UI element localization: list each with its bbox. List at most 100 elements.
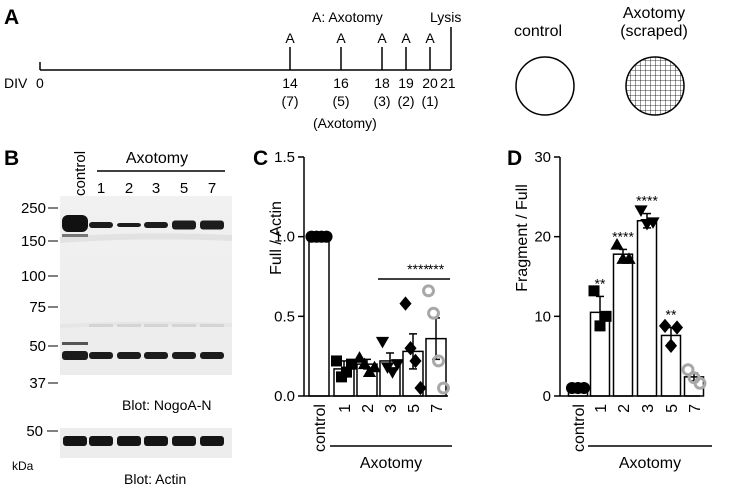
y-tick-label: 10 bbox=[534, 308, 551, 325]
category-label: 7 bbox=[687, 404, 704, 413]
fragment-band bbox=[117, 352, 141, 359]
category-label: 3 bbox=[640, 404, 657, 413]
significance-label: ** bbox=[666, 306, 677, 322]
category-label: 1 bbox=[337, 404, 354, 413]
category-label: 1 bbox=[593, 404, 610, 413]
axotomy-marker: A bbox=[336, 30, 346, 46]
faint-band bbox=[144, 324, 168, 327]
panel-label-a: A bbox=[4, 6, 19, 29]
actin-band bbox=[89, 436, 113, 446]
data-point bbox=[693, 376, 707, 390]
data-point bbox=[352, 351, 367, 363]
lane-label: 5 bbox=[180, 180, 188, 197]
data-point bbox=[404, 341, 417, 356]
control-band-trail bbox=[62, 234, 88, 237]
actin-band bbox=[200, 436, 224, 446]
axotomy-legend: A: Axotomy bbox=[312, 9, 383, 25]
category-label: 5 bbox=[664, 404, 681, 413]
axotomy-note: (Axotomy) bbox=[313, 115, 377, 131]
fragment-band bbox=[172, 352, 196, 359]
data-point bbox=[320, 230, 333, 243]
panel-c: C Full / Actin 0.0 0.5 1.0 1.5 control 1 2 3 5 7 A… bbox=[253, 147, 452, 472]
mw-marker: 75 bbox=[29, 299, 46, 316]
full-band bbox=[89, 222, 113, 228]
panel-d: D Fragment / Full 0 10 20 30 control 1 2 3 5 7 Axo… bbox=[507, 147, 712, 472]
actin-mw-marker: 50 bbox=[26, 423, 43, 440]
full-band bbox=[200, 220, 224, 230]
mw-marker: 37 bbox=[29, 375, 46, 392]
blot-axotomy-label: Axotomy bbox=[126, 150, 188, 167]
full-band bbox=[172, 220, 196, 230]
blot1-label: Blot: NogoA-N bbox=[122, 397, 211, 413]
fragment-band bbox=[200, 352, 224, 359]
significance-label: ** bbox=[595, 275, 606, 291]
data-point bbox=[634, 205, 648, 217]
timepoint-duration: (1) bbox=[421, 93, 438, 109]
category-label: control bbox=[571, 404, 588, 452]
data-point bbox=[414, 380, 427, 396]
full-band bbox=[117, 223, 141, 227]
data-point bbox=[341, 366, 352, 378]
control-fragment-band-upper bbox=[62, 342, 88, 345]
data-point bbox=[664, 338, 678, 353]
lysis-label: Lysis bbox=[430, 9, 461, 25]
blot-control-label: control bbox=[72, 151, 89, 196]
y-tick-label: 30 bbox=[534, 149, 551, 166]
y-tick-label: 0 bbox=[543, 388, 551, 405]
bar bbox=[308, 235, 330, 397]
data-point bbox=[357, 357, 372, 370]
y-tick-label: 0.5 bbox=[274, 308, 295, 325]
data-point bbox=[399, 296, 412, 311]
data-point bbox=[594, 320, 606, 332]
nogo-blot bbox=[59, 196, 233, 375]
mw-marker: 50 bbox=[29, 338, 46, 355]
group-label: Axotomy bbox=[360, 455, 422, 472]
axotomy-marker: A bbox=[285, 30, 295, 46]
actin-band bbox=[117, 436, 141, 446]
data-point bbox=[588, 285, 600, 297]
timepoint-group: A 14 (7) A 16 (5) A 18 (3) A 19 (2) A 20 (1) bbox=[281, 30, 438, 109]
data-point bbox=[422, 284, 435, 298]
data-point bbox=[390, 359, 405, 371]
scraped-dish-label-1: Axotomy bbox=[623, 5, 685, 22]
div-label: DIV bbox=[4, 75, 28, 91]
panel-label-b: B bbox=[4, 147, 19, 170]
panel-label-c: C bbox=[253, 147, 268, 170]
scraped-dish bbox=[625, 56, 685, 116]
data-point bbox=[610, 238, 624, 250]
y-tick-label: 0.0 bbox=[274, 388, 295, 405]
category-label: 5 bbox=[406, 404, 423, 413]
control-full-band bbox=[62, 215, 88, 232]
category-label: 3 bbox=[383, 404, 400, 413]
day-0-label: 0 bbox=[36, 75, 44, 91]
mw-marker: 100 bbox=[21, 268, 46, 285]
data-point bbox=[622, 252, 636, 264]
timepoint-day: 14 bbox=[282, 75, 298, 91]
category-label: 2 bbox=[360, 404, 377, 413]
significance-label: **** bbox=[612, 228, 634, 244]
lane-label: 7 bbox=[208, 180, 216, 197]
y-tick-label: 20 bbox=[534, 229, 551, 246]
y-tick-label: 1.0 bbox=[274, 229, 295, 246]
kda-label: kDa bbox=[12, 459, 34, 473]
chart-c-ylabel: Full / Actin bbox=[268, 201, 285, 275]
fragment-band bbox=[89, 352, 113, 359]
data-point bbox=[375, 336, 390, 349]
axotomy-marker: A bbox=[425, 30, 435, 46]
timepoint-duration: (2) bbox=[397, 93, 414, 109]
background-smear bbox=[59, 233, 233, 243]
significance-label: **** bbox=[636, 193, 658, 209]
panel-a: A A: Axotomy Lysis DIV 0 21 A 14 (7) A 16 (5)… bbox=[4, 5, 688, 131]
timepoint-duration: (7) bbox=[281, 93, 298, 109]
significance-label: *** bbox=[428, 261, 445, 277]
fragment-band bbox=[144, 352, 168, 359]
data-point bbox=[346, 358, 357, 370]
data-point bbox=[385, 367, 400, 379]
lane-label: 3 bbox=[152, 180, 160, 197]
panel-label-d: D bbox=[507, 147, 522, 170]
full-band bbox=[144, 222, 168, 228]
data-point bbox=[331, 355, 342, 367]
timepoint-day: 20 bbox=[422, 75, 438, 91]
